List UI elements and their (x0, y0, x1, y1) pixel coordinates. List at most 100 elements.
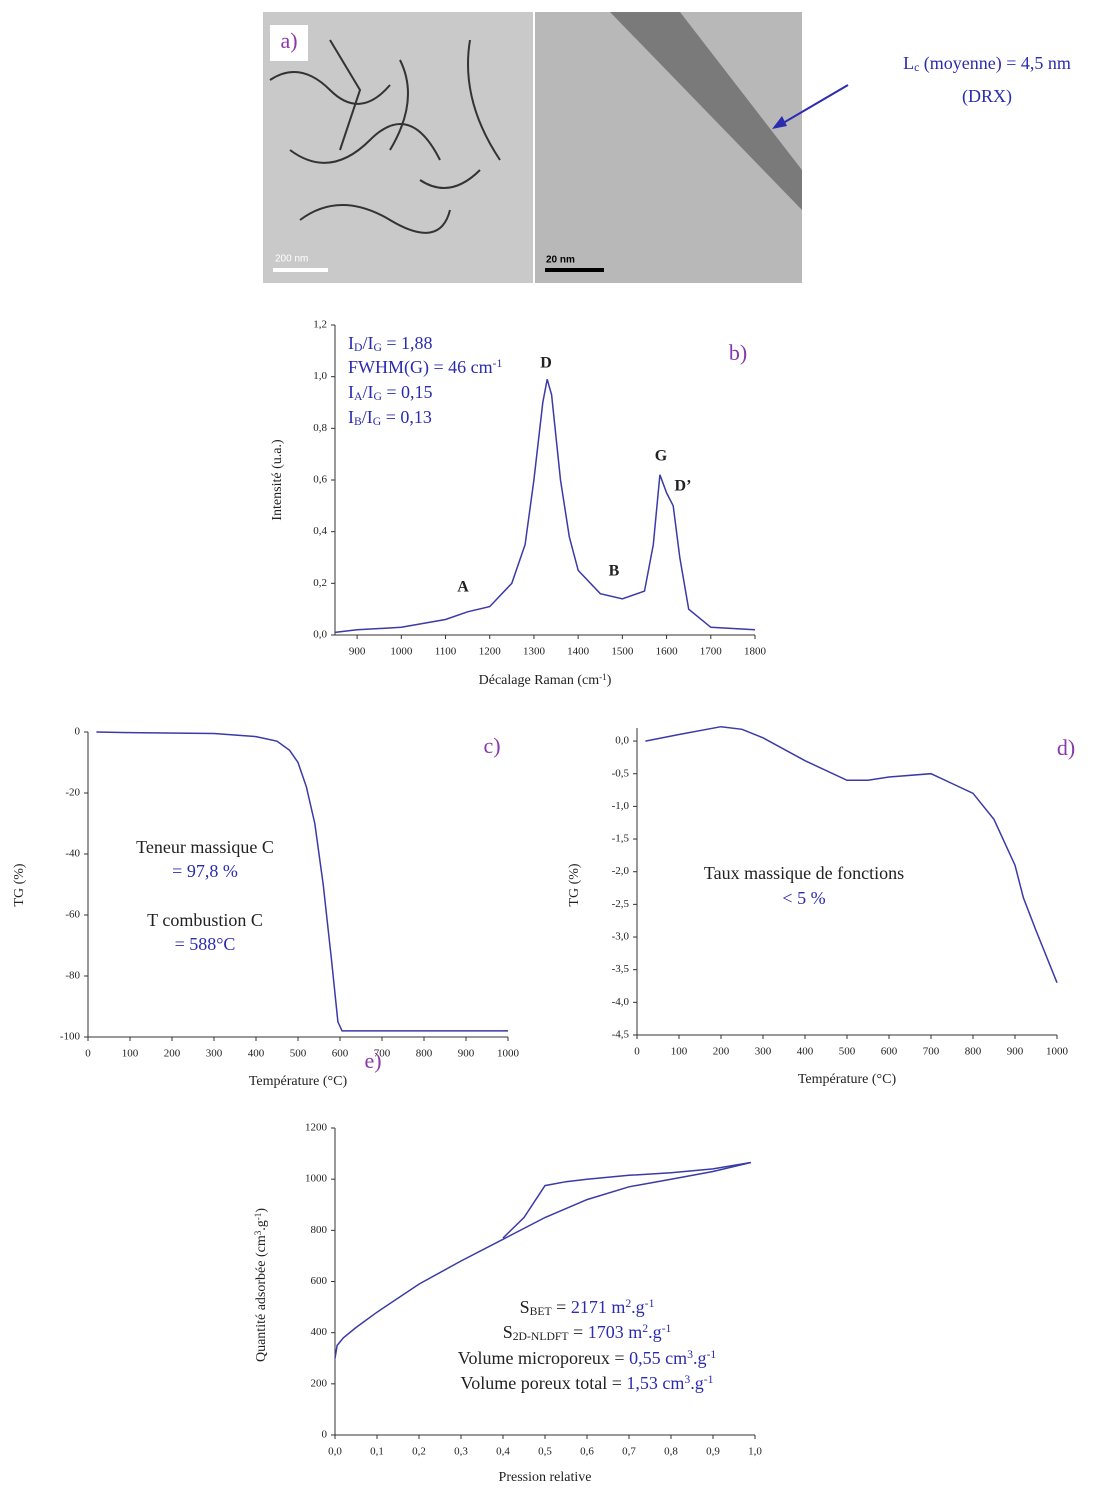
text-part: = 1,88 (382, 333, 433, 353)
text-part: Quantité adsorbée (cm (254, 1235, 269, 1362)
text-part: G (373, 415, 382, 428)
text-part: = (552, 1297, 571, 1317)
y-tick-label: 800 (311, 1224, 328, 1236)
text-part: 1,53 cm (626, 1373, 684, 1393)
annotation: ID/IG = 1,88 (348, 333, 433, 354)
text-part: Volume poreux total = (461, 1373, 627, 1393)
data-line (334, 379, 756, 634)
y-tick-label: -3,5 (612, 963, 630, 975)
scale-bar-label: 20 nm (546, 255, 575, 266)
text-part: Taux massique de fonctions (704, 863, 904, 883)
x-tick-label: 300 (206, 1048, 223, 1060)
tem-images: 200 nm 20 nm a) (263, 12, 849, 283)
x-tick-label: 700 (923, 1046, 940, 1058)
annotation: = 97,8 % (172, 861, 238, 881)
annotation: = 588°C (175, 934, 236, 954)
x-tick-label: 400 (248, 1048, 265, 1060)
y-tick-label: 0,4 (313, 525, 327, 537)
text-part: D (354, 341, 362, 354)
x-tick-label: 700 (374, 1048, 391, 1060)
x-tick-label: 200 (164, 1048, 181, 1060)
y-tick-label: 1,0 (313, 370, 327, 382)
x-tick-label: 0,8 (664, 1446, 678, 1458)
annotation: Taux massique de fonctions (704, 863, 904, 883)
data-line (645, 725, 1058, 983)
y-tick-label: 200 (311, 1377, 328, 1389)
data-line (96, 731, 508, 1032)
y-tick-label: 1200 (305, 1122, 328, 1134)
x-tick-label: 900 (349, 646, 366, 658)
text-part: 2171 m (571, 1297, 626, 1317)
text-part: ) (607, 673, 612, 688)
text-part: 0,55 cm (629, 1348, 687, 1368)
text-part: -1 (599, 672, 607, 682)
text-part: /I (362, 382, 373, 402)
text-part: BET (530, 1305, 552, 1318)
x-tick-label: 0,2 (412, 1446, 426, 1458)
x-tick-label: 1200 (479, 646, 502, 658)
y-tick-label: -4,0 (612, 996, 630, 1008)
text-part: B (354, 415, 362, 428)
text-part: /I (362, 333, 373, 353)
x-tick-label: 600 (332, 1048, 349, 1060)
y-tick-label: 0,2 (313, 577, 327, 589)
annotation: FWHM(G) = 46 cm-1 (348, 357, 503, 378)
x-tick-label: 0,6 (580, 1446, 594, 1458)
y-axis-label: TG (%) (12, 863, 27, 906)
text-part: -1 (706, 1348, 716, 1361)
text-part: = (569, 1322, 588, 1342)
annotation: Lc (moyenne) = 4,5 nm (903, 53, 1071, 74)
annotation: Teneur massique C (136, 837, 274, 857)
text-part: 1703 m (588, 1322, 643, 1342)
x-tick-label: 1400 (567, 646, 590, 658)
text-part: Décalage Raman (cm (479, 673, 600, 688)
y-tick-label: -2,0 (612, 865, 630, 877)
text-part: -1 (493, 357, 503, 370)
y-tick-label: 1000 (305, 1173, 328, 1185)
text-part: 2 (625, 1297, 631, 1310)
text-part: = 97,8 % (172, 861, 238, 881)
text-part: 3 (253, 1230, 263, 1235)
x-tick-label: 900 (1007, 1046, 1024, 1058)
text-part: S (503, 1322, 513, 1342)
text-part: /I (362, 407, 373, 427)
text-part: I (348, 382, 354, 402)
text-part: Teneur massique C (136, 837, 274, 857)
y-tick-label: 400 (311, 1326, 328, 1338)
y-tick-label: 0,8 (313, 422, 327, 434)
x-tick-label: 0,5 (538, 1446, 552, 1458)
y-axis-label: Quantité adsorbée (cm3.g-1) (253, 1208, 270, 1362)
x-tick-label: 0 (634, 1046, 640, 1058)
text-part: ) (254, 1208, 269, 1213)
arrow (777, 84, 849, 127)
text-part: -1 (704, 1373, 714, 1386)
label-box (270, 25, 308, 61)
annotation: IA/IG = 0,15 (348, 382, 433, 403)
data-line (334, 1161, 751, 1359)
text-part: T combustion C (147, 910, 263, 930)
tem-band (610, 12, 802, 210)
text-part: G (373, 341, 382, 354)
panel-label: b) (729, 340, 747, 365)
panel-label: c) (483, 733, 500, 758)
text-part: .g (693, 1348, 707, 1368)
text-part: c (914, 61, 919, 74)
y-tick-label: -80 (65, 970, 80, 982)
annotation: SBET = 2171 m2.g-1 (520, 1297, 655, 1318)
y-tick-label: -0,5 (612, 767, 630, 779)
x-axis-label: Décalage Raman (cm-1) (479, 672, 612, 689)
peak-label: B (609, 563, 620, 580)
x-tick-label: 100 (122, 1048, 139, 1060)
peak-label: D’ (675, 478, 692, 495)
x-axis-label: Température (°C) (798, 1072, 897, 1087)
text-part: 3 (684, 1373, 690, 1386)
text-part: = 0,13 (381, 407, 432, 427)
x-tick-label: 0,0 (328, 1446, 342, 1458)
x-tick-label: 0,1 (370, 1446, 384, 1458)
y-tick-label: -40 (65, 848, 80, 860)
text-part: .g (254, 1220, 269, 1231)
text-part: (moyenne) = 4,5 nm (919, 53, 1071, 74)
x-tick-label: 200 (713, 1046, 730, 1058)
x-tick-label: 500 (290, 1048, 307, 1060)
y-tick-label: -60 (65, 909, 80, 921)
